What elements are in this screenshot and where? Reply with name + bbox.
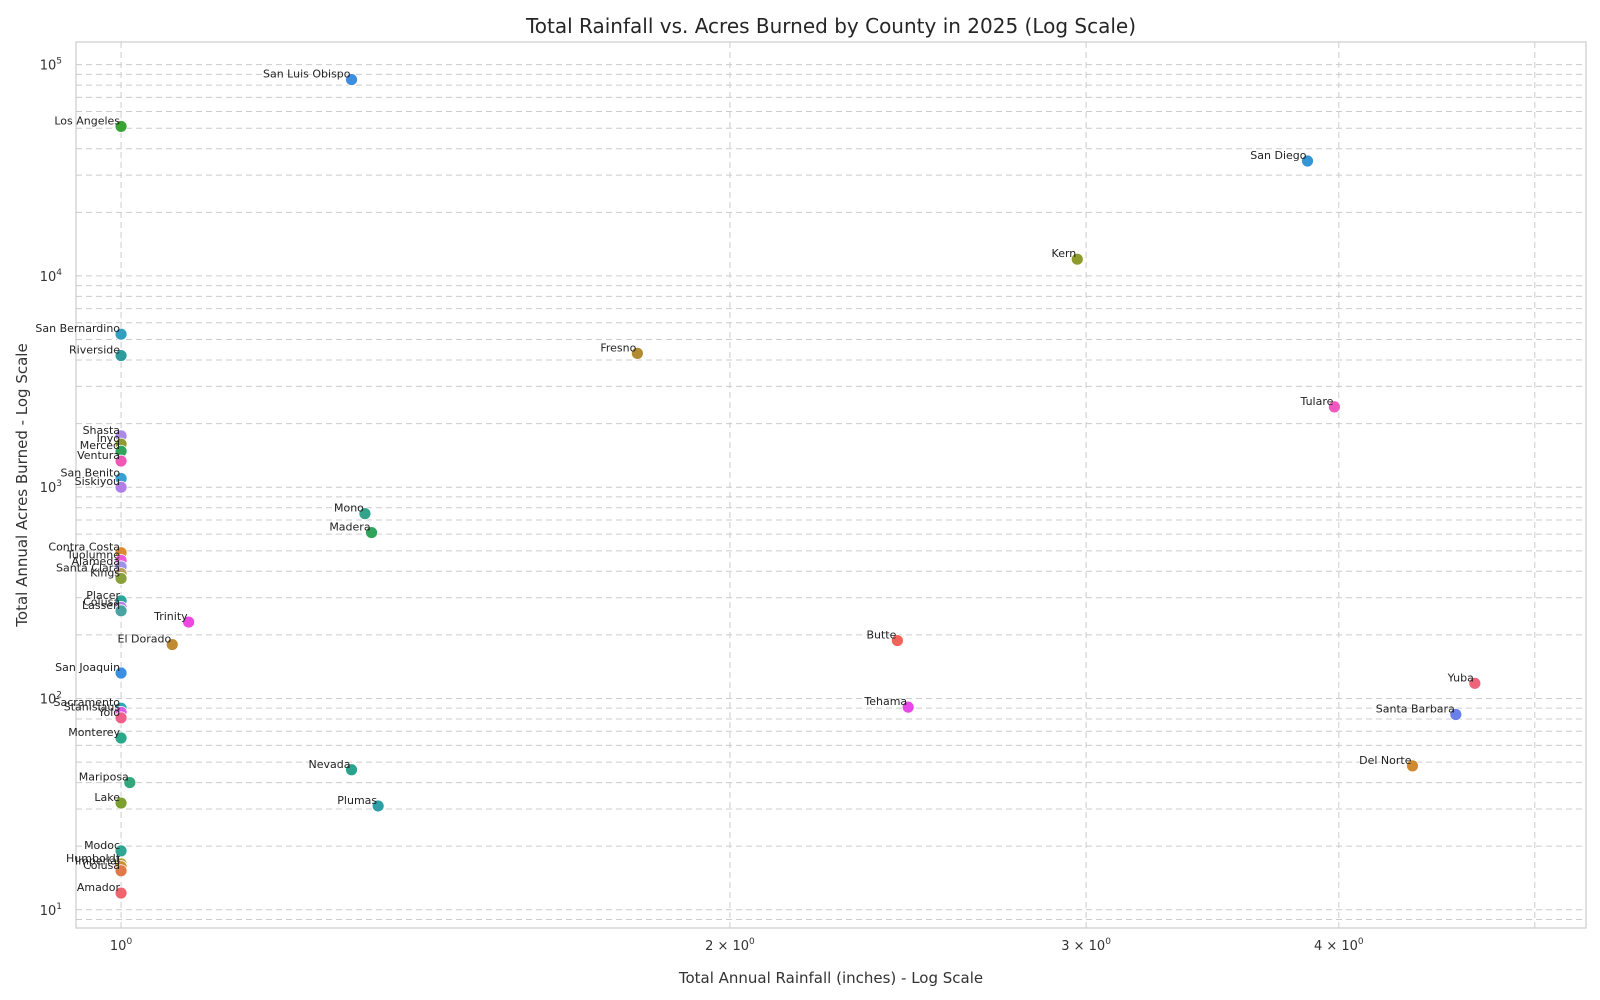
point-label: Monterey bbox=[68, 726, 120, 739]
y-tick-label: 101 bbox=[40, 902, 62, 919]
point-label: El Dorado bbox=[118, 633, 172, 646]
point-label: Lassen bbox=[82, 599, 120, 612]
point-label: Amador bbox=[77, 881, 121, 894]
point-label: Ventura bbox=[77, 449, 120, 462]
point-label: Mariposa bbox=[79, 771, 129, 784]
point-label: Trinity bbox=[153, 610, 188, 623]
y-tick-label: 103 bbox=[40, 479, 62, 496]
point-label: Lake bbox=[94, 791, 120, 804]
point-label: Los Angeles bbox=[54, 114, 120, 127]
point-label: Butte bbox=[866, 629, 896, 642]
point-label: Del Norte bbox=[1359, 754, 1412, 767]
x-axis-title: Total Annual Rainfall (inches) - Log Sca… bbox=[678, 969, 983, 987]
point-label: Mono bbox=[334, 502, 364, 515]
point-label: Kings bbox=[90, 566, 120, 579]
point-label: Plumas bbox=[337, 794, 377, 807]
point-label: Colusa bbox=[83, 859, 120, 872]
chart-title: Total Rainfall vs. Acres Burned by Count… bbox=[525, 14, 1136, 38]
point-label: Tulare bbox=[1300, 395, 1334, 408]
data-points bbox=[115, 74, 1481, 899]
point-label: Kern bbox=[1052, 247, 1077, 260]
point-label: Riverside bbox=[69, 344, 120, 357]
point-label: San Bernardino bbox=[35, 322, 120, 335]
point-label: Madera bbox=[329, 521, 370, 534]
point-label: Yolo bbox=[97, 706, 120, 719]
x-tick-label: 2 × 100 bbox=[705, 937, 755, 954]
point-label: Yuba bbox=[1447, 671, 1474, 684]
point-label: Fresno bbox=[600, 341, 636, 354]
point-label: Tehama bbox=[863, 695, 907, 708]
x-tick-label: 100 bbox=[110, 937, 133, 954]
point-label: Siskiyou bbox=[75, 475, 120, 488]
point-labels: San Luis Obispo Los Angeles San Diego Kern S… bbox=[35, 68, 1473, 894]
y-tick-label: 105 bbox=[40, 57, 62, 74]
point-label: Santa Barbara bbox=[1376, 703, 1455, 716]
point-label: Modoc bbox=[84, 839, 120, 852]
x-tick-label: 4 × 100 bbox=[1314, 937, 1364, 954]
point-label: Nevada bbox=[309, 758, 351, 771]
point-label: San Diego bbox=[1250, 149, 1306, 162]
grid bbox=[76, 42, 1586, 928]
y-tick-label: 104 bbox=[40, 268, 63, 285]
point-label: San Luis Obispo bbox=[263, 68, 351, 81]
y-axis-title: Total Annual Acres Burned - Log Scale bbox=[13, 343, 31, 627]
point-label: San Joaquin bbox=[55, 661, 120, 674]
x-tick-label: 3 × 100 bbox=[1061, 937, 1111, 954]
